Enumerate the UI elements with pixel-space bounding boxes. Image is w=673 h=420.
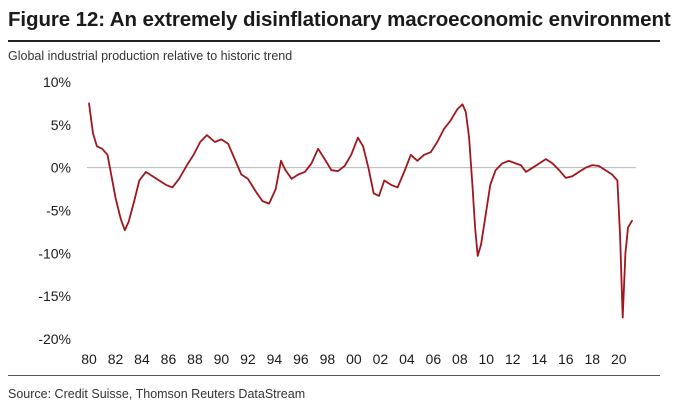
y-tick-label: 0%	[51, 160, 71, 176]
x-tick-label: 12	[505, 351, 521, 367]
x-tick-label: 04	[399, 351, 415, 367]
x-tick-label: 16	[558, 351, 574, 367]
chart-title: Figure 12: An extremely disinflationary …	[8, 8, 671, 31]
x-tick-label: 00	[346, 351, 362, 367]
chart-source: Source: Credit Suisse, Thomson Reuters D…	[8, 387, 306, 401]
x-tick-label: 94	[267, 351, 283, 367]
x-tick-label: 06	[426, 351, 442, 367]
y-tick-label: -15%	[38, 288, 71, 304]
y-tick-label: -5%	[46, 203, 71, 219]
y-tick-label: -10%	[38, 245, 71, 261]
x-tick-label: 82	[108, 351, 124, 367]
x-tick-label: 02	[373, 351, 389, 367]
y-tick-label: 10%	[43, 74, 71, 90]
x-tick-label: 96	[293, 351, 309, 367]
title-divider	[8, 40, 660, 42]
y-tick-label: 5%	[51, 117, 71, 133]
x-tick-label: 10	[479, 351, 495, 367]
chart-subtitle: Global industrial production relative to…	[8, 49, 293, 63]
x-tick-label: 08	[452, 351, 468, 367]
x-tick-label: 20	[611, 351, 627, 367]
x-tick-label: 14	[532, 351, 548, 367]
x-tick-label: 98	[320, 351, 336, 367]
x-tick-label: 88	[187, 351, 203, 367]
y-tick-label: -20%	[38, 331, 71, 347]
x-tick-label: 90	[214, 351, 230, 367]
x-tick-label: 80	[81, 351, 97, 367]
x-tick-label: 84	[134, 351, 150, 367]
series-line	[88, 102, 633, 319]
x-tick-label: 92	[240, 351, 256, 367]
x-tick-label: 18	[584, 351, 600, 367]
source-divider	[8, 375, 660, 376]
x-tick-label: 86	[161, 351, 177, 367]
